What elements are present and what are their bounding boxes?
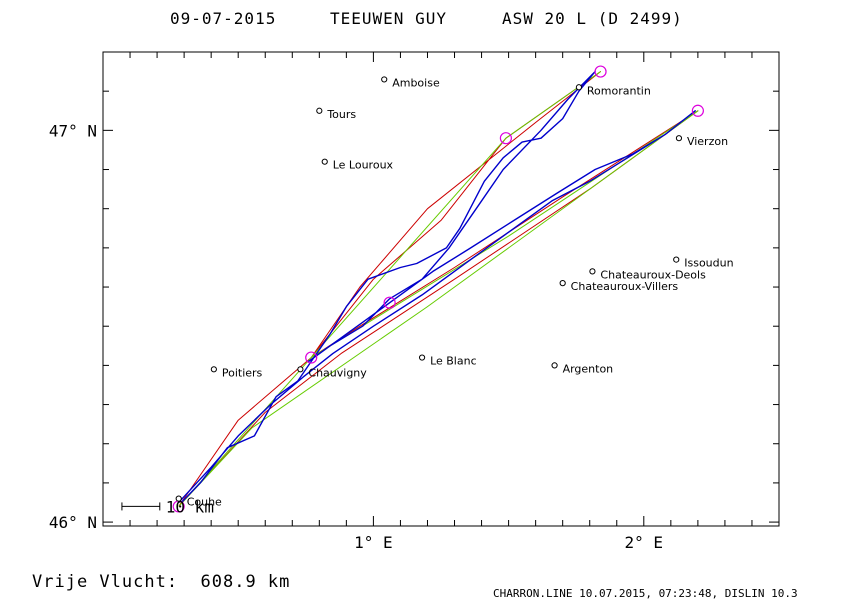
town-marker [316,107,323,114]
track-line [178,71,699,507]
turnpoint-circle [691,104,704,117]
file-info: CHARRON.LINE 10.07.2015, 07:23:48, DISLI… [493,587,798,600]
title-pilot: TEEUWEN GUY [330,9,447,28]
town-label: Couhe [187,496,222,509]
town-label: Le Louroux [333,159,394,172]
scale-bar-label: 10 km [166,497,214,516]
town-label: Argenton [563,362,614,375]
town-marker [559,280,566,287]
scale-bar: 10 km [121,497,214,516]
distance-label: Vrije Vlucht: 608.9 km [32,572,290,592]
town-marker [175,495,182,502]
town-label: Chateauroux-Deols [600,268,706,281]
town-marker [418,354,426,361]
turnpoint-circle [305,351,318,364]
town-label: Le Blanc [430,355,477,368]
town-markers: Amboise Romorantin Tours Vierzon Le Louroux I… [175,76,734,509]
y-tick-label: 47° N [49,121,97,140]
town-label: Poitiers [222,366,263,379]
x-tick-label: 2° E [625,533,664,552]
town-label: Issoudun [684,257,733,270]
flight-tracks [178,70,699,507]
turnpoint-circle [499,132,512,145]
town-label: Romorantin [587,84,651,97]
title-glider: ASW 20 L (D 2499) [502,9,683,28]
town-marker [673,256,680,263]
town-marker [381,76,388,83]
town-marker [589,268,596,275]
town-label: Chateauroux-Villers [571,280,679,293]
town-marker [575,84,583,91]
turnpoint-circle [383,296,396,309]
turnpoint-circle [594,65,607,78]
plot-frame [102,51,780,527]
track-line [178,70,696,503]
track-line [178,71,699,507]
town-marker [297,366,304,373]
town-marker [321,158,328,165]
town-label: Amboise [392,76,440,89]
town-marker [551,362,558,369]
town-label: Chauvigny [308,366,367,379]
axis-tick-labels: 1° E 2° E 46° N 47° N [49,121,663,552]
town-label: Vierzon [687,135,728,148]
title-date: 09-07-2015 [170,9,276,28]
town-marker [675,135,683,142]
y-tick-label: 46° N [49,513,97,532]
axis-ticks [102,51,780,526]
town-marker [210,366,217,373]
x-tick-label: 1° E [354,533,393,552]
town-label: Tours [326,108,356,121]
